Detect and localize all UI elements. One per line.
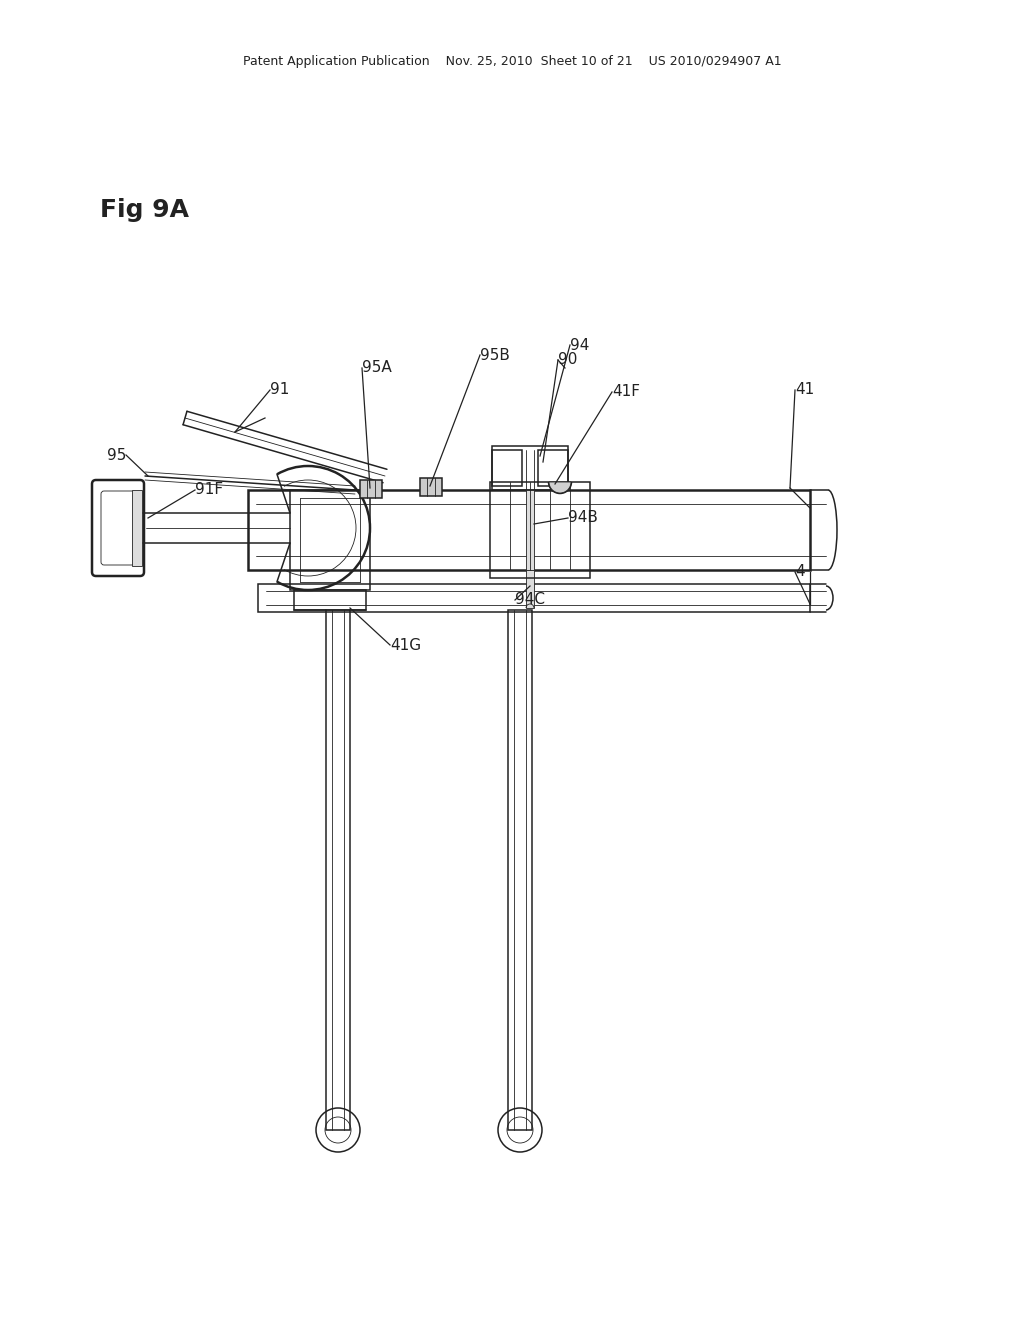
Text: 91F: 91F: [195, 483, 223, 498]
Text: Fig 9A: Fig 9A: [100, 198, 189, 222]
Bar: [326, 610, 350, 1130]
Text: 94: 94: [570, 338, 590, 352]
Bar: [132, 490, 142, 566]
Bar: [258, 583, 810, 612]
Bar: [538, 450, 568, 486]
Bar: [294, 590, 366, 610]
Text: 94C: 94C: [515, 593, 545, 607]
Text: 94B: 94B: [568, 511, 598, 525]
Bar: [290, 490, 370, 590]
Bar: [420, 478, 442, 496]
Wedge shape: [549, 482, 571, 492]
Bar: [508, 610, 532, 1130]
Text: 41F: 41F: [612, 384, 640, 400]
Bar: [492, 446, 568, 490]
Text: 90: 90: [558, 352, 578, 367]
Bar: [526, 570, 534, 609]
Text: 4: 4: [795, 565, 805, 579]
Bar: [492, 450, 522, 486]
Bar: [248, 490, 810, 570]
Bar: [360, 480, 382, 498]
Text: 95: 95: [106, 447, 126, 462]
Text: 41G: 41G: [390, 638, 421, 652]
Text: 95A: 95A: [362, 360, 392, 375]
Text: 91: 91: [270, 383, 290, 397]
Bar: [526, 490, 534, 570]
Bar: [490, 482, 590, 578]
Text: 95B: 95B: [480, 347, 510, 363]
Text: Patent Application Publication    Nov. 25, 2010  Sheet 10 of 21    US 2010/02949: Patent Application Publication Nov. 25, …: [243, 55, 781, 69]
Text: 41: 41: [795, 383, 814, 397]
